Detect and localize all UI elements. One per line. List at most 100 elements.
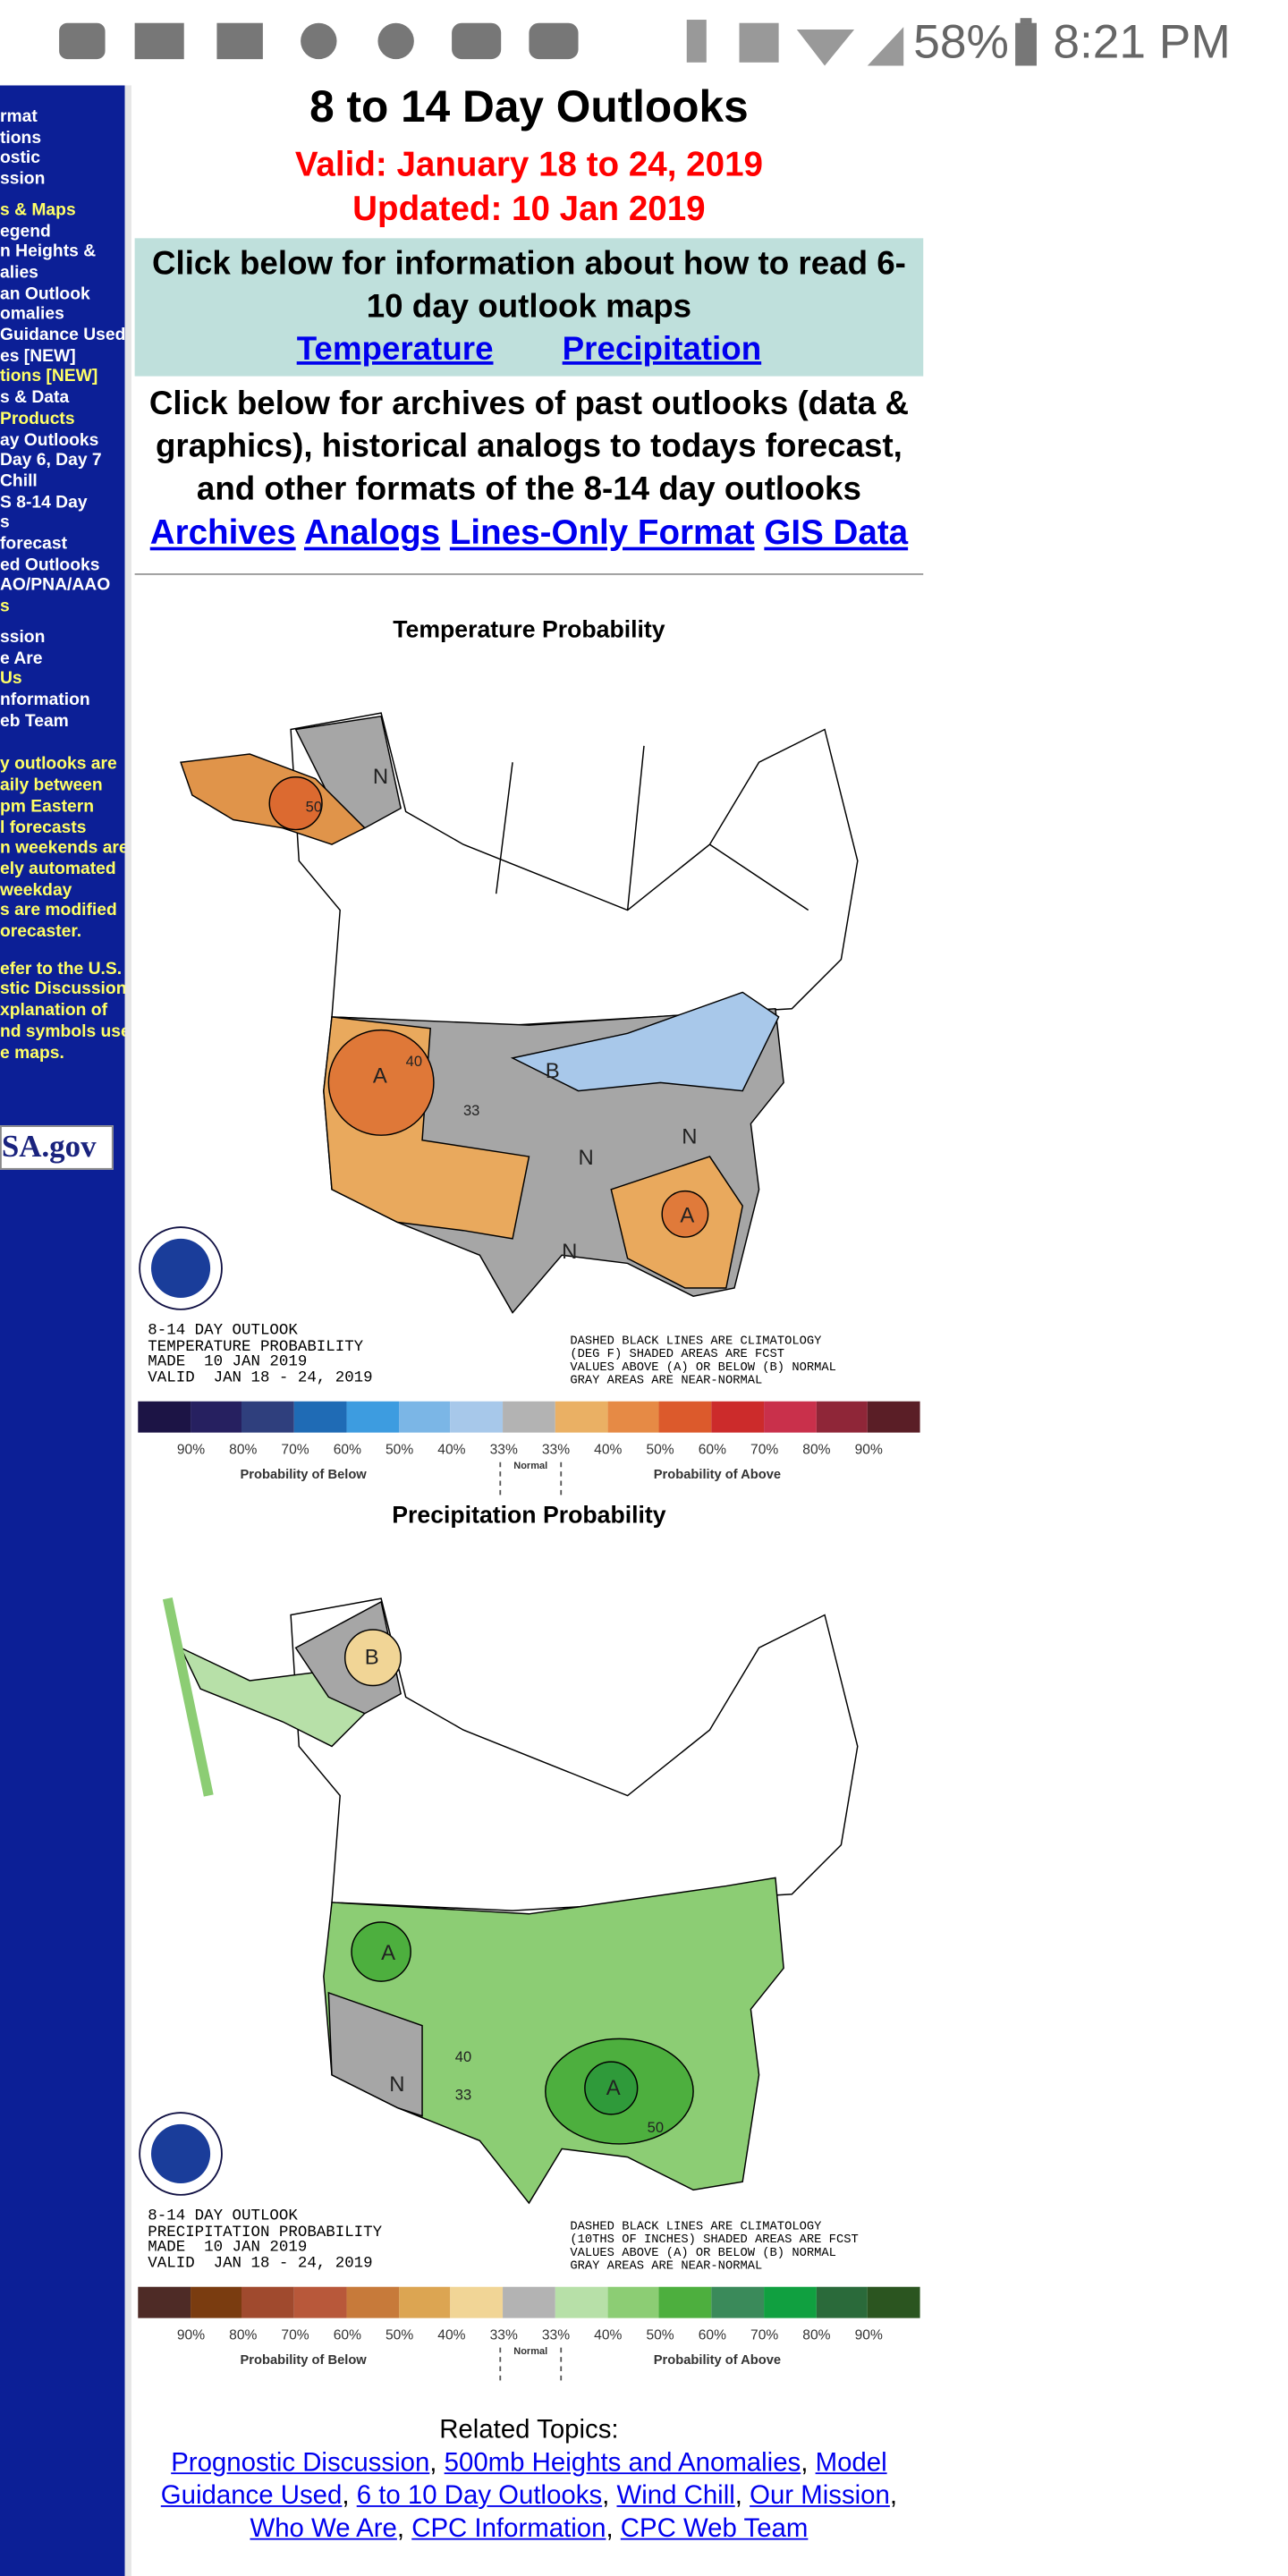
legend-below: Probability of Below bbox=[240, 1467, 367, 1482]
legend-above: Probability of Above bbox=[653, 2352, 782, 2368]
legend-label: 60% bbox=[698, 2326, 726, 2343]
sidebar-line: ay Outlooks bbox=[0, 429, 99, 450]
legend-swatch bbox=[346, 1401, 399, 1433]
map-note: DASHED BLACK LINES ARE CLIMATOLOGY (DEG F… bbox=[570, 1335, 836, 1388]
link[interactable]: GIS Data bbox=[764, 513, 909, 553]
sidebar-line: eb Team bbox=[0, 710, 69, 731]
sidebar-line: es [NEW] bbox=[0, 346, 76, 367]
legend-swatch bbox=[503, 2286, 555, 2318]
sidebar-line: rmat bbox=[0, 106, 38, 127]
map-label: 50 bbox=[648, 2119, 664, 2136]
legend-swatch bbox=[606, 1401, 660, 1433]
rule bbox=[134, 573, 924, 575]
sidebar-line: s & Maps bbox=[0, 199, 76, 220]
info-box: Click below for information about how to… bbox=[134, 238, 924, 377]
legend-label: 80% bbox=[229, 1440, 258, 1458]
link[interactable]: Our Mission bbox=[750, 2482, 890, 2511]
sidebar-line: ssion bbox=[0, 627, 46, 648]
legend-label: 50% bbox=[646, 1440, 674, 1458]
legend-swatch bbox=[398, 2286, 451, 2318]
archive-links: Archives Analogs Lines-Only Format GIS D… bbox=[135, 511, 924, 556]
sidebar-line: s & Data bbox=[0, 387, 70, 408]
sidebar-line: s are modified bbox=[0, 901, 117, 921]
legend-label: 60% bbox=[333, 1440, 361, 1458]
separator: , bbox=[889, 2482, 898, 2511]
link[interactable]: Model Guidance Used bbox=[160, 2449, 887, 2511]
separator: , bbox=[396, 2515, 412, 2544]
legend-swatch bbox=[503, 1401, 555, 1433]
legend-label: 70% bbox=[281, 1440, 309, 1458]
legend-swatch bbox=[868, 2286, 920, 2318]
archives-text: Click below for archives of past outlook… bbox=[148, 386, 909, 508]
caption-line: 8-14 DAY OUTLOOK bbox=[148, 2206, 298, 2224]
link[interactable]: CPC Information bbox=[411, 2515, 606, 2544]
sidebar-line: s bbox=[0, 597, 10, 617]
link[interactable]: Wind Chill bbox=[616, 2482, 735, 2511]
note-line: GRAY AREAS ARE NEAR-NORMAL bbox=[570, 2260, 763, 2275]
precipitation-map: B A N A 33 40 50 8-14 DAY OUTLOOK PRECIPI… bbox=[135, 1549, 924, 2282]
temperature-map: A B N N N A N 33 40 50 8-14 DAY OUTLOOK T… bbox=[135, 664, 924, 1396]
legend-label: 50% bbox=[646, 2326, 674, 2343]
legend-label: 90% bbox=[176, 2326, 206, 2343]
usagov-logo[interactable]: SA.gov bbox=[0, 1125, 114, 1170]
sidebar-line: efer to the U.S. bbox=[0, 959, 123, 979]
legend-normal: Normal bbox=[499, 2347, 562, 2381]
sidebar-line: ely automated bbox=[0, 859, 116, 879]
status-bar: 58% 8:21 PM bbox=[0, 0, 1288, 86]
legend-label: 70% bbox=[750, 2326, 779, 2343]
sidebar-line: ed Outlooks bbox=[0, 555, 100, 575]
sidebar-line: n weekends are bbox=[0, 838, 125, 859]
sidebar-line: an Outlook bbox=[0, 284, 90, 304]
valid-dates: Valid: January 18 to 24, 2019 bbox=[294, 146, 763, 184]
legend-label: 80% bbox=[802, 1440, 831, 1458]
legend-swatch bbox=[659, 1401, 712, 1433]
link[interactable]: Analogs bbox=[303, 513, 441, 553]
link[interactable]: 6 to 10 Day Outlooks bbox=[356, 2482, 603, 2511]
legend-label: 40% bbox=[437, 2326, 466, 2343]
caption-line: 8-14 DAY OUTLOOK bbox=[148, 1320, 298, 1339]
legend-label: 33% bbox=[541, 1440, 571, 1458]
sidebar: rmat tions ostic ssion s & Maps egend n Height… bbox=[0, 85, 125, 2576]
link[interactable]: Precipitation bbox=[562, 332, 762, 369]
link[interactable]: Prognostic Discussion bbox=[171, 2449, 430, 2478]
legend-label: 60% bbox=[333, 2326, 361, 2343]
separator: , bbox=[602, 2482, 617, 2511]
updated-date: Updated: 10 Jan 2019 bbox=[352, 191, 706, 229]
sidebar-line: alies bbox=[0, 262, 38, 283]
map-label: N bbox=[682, 1124, 697, 1148]
sidebar-line: Day 6, Day 7 bbox=[0, 450, 102, 470]
map-label: A bbox=[381, 1941, 395, 1965]
note-line: (DEG F) SHADED AREAS ARE FCST bbox=[570, 1348, 785, 1362]
link[interactable]: Temperature bbox=[296, 332, 494, 369]
legend-swatch bbox=[815, 1401, 869, 1433]
legend-above: Probability of Above bbox=[653, 1467, 782, 1482]
legend-swatch bbox=[190, 2286, 242, 2318]
sidebar-line: Guidance Used bbox=[0, 325, 125, 345]
map-label: 33 bbox=[455, 2086, 471, 2103]
link[interactable]: 500mb Heights and Anomalies bbox=[444, 2449, 801, 2478]
map-label: A bbox=[373, 1063, 387, 1088]
legend-label: 50% bbox=[386, 2326, 414, 2343]
legend-swatch bbox=[242, 2286, 295, 2318]
map-label: B bbox=[365, 1646, 379, 1670]
sidebar-line: Us bbox=[0, 669, 22, 690]
legend-label: 70% bbox=[281, 2326, 309, 2343]
link[interactable]: Archives bbox=[149, 513, 296, 553]
map-title: Temperature Probability bbox=[393, 617, 665, 644]
sidebar-line: orecaster. bbox=[0, 921, 82, 942]
link[interactable]: Lines-Only Format bbox=[449, 513, 755, 553]
legend-swatch bbox=[450, 2286, 504, 2318]
sidebar-line: weekday bbox=[0, 879, 72, 900]
legend-swatch bbox=[763, 2286, 816, 2318]
legend-swatch bbox=[555, 1401, 607, 1433]
link[interactable]: Who We Are bbox=[250, 2515, 397, 2544]
sidebar-line: AO/PNA/AAO bbox=[0, 575, 111, 596]
legend-swatch bbox=[450, 1401, 504, 1433]
clock: 8:21 PM bbox=[1053, 16, 1231, 70]
sidebar-line: ostic bbox=[0, 148, 41, 169]
legend-label: 60% bbox=[698, 1440, 726, 1458]
legend-swatch bbox=[346, 2286, 399, 2318]
link[interactable]: CPC Web Team bbox=[620, 2515, 809, 2544]
